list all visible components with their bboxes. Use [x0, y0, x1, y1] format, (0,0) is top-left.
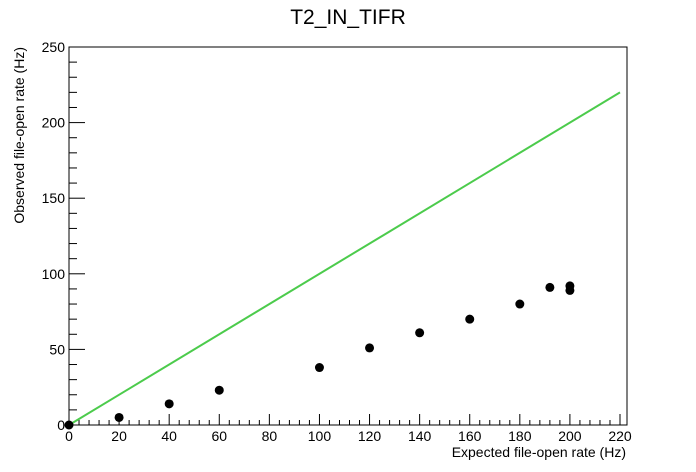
y-axis-tick-labels: 0 50 100 150 200 250	[42, 39, 66, 433]
x-tick-label: 180	[508, 428, 532, 444]
x-tick-label: 220	[608, 428, 632, 444]
data-point	[314, 363, 324, 373]
plot-frame	[68, 46, 628, 426]
data-point	[114, 412, 124, 422]
data-point	[415, 328, 425, 338]
data-point	[64, 420, 74, 430]
x-tick-label: 120	[358, 428, 382, 444]
data-point	[164, 399, 174, 409]
y-tick-label: 250	[42, 39, 66, 55]
y-tick-label: 100	[42, 266, 66, 282]
x-axis-ticks	[68, 414, 621, 425]
data-point	[214, 385, 224, 395]
y-tick-label: 150	[42, 190, 66, 206]
x-tick-label: 40	[161, 428, 177, 444]
x-axis-tick-labels: 0 20 40 60 80 100 120 140 160 180 200 220	[65, 428, 632, 444]
x-axis-title: Expected file-open rate (Hz)	[452, 444, 626, 460]
data-point	[365, 343, 375, 353]
x-tick-label: 100	[308, 428, 332, 444]
x-tick-label: 60	[211, 428, 227, 444]
x-tick-label: 20	[111, 428, 127, 444]
y-tick-label: 0	[57, 417, 65, 433]
x-tick-label: 160	[458, 428, 482, 444]
data-point	[545, 282, 555, 292]
x-tick-label: 200	[558, 428, 582, 444]
y-axis-ticks	[69, 46, 85, 426]
y-axis-title: Observed file-open rate (Hz)	[11, 47, 27, 224]
x-tick-label: 0	[65, 428, 73, 444]
series-layer	[64, 91, 621, 430]
x-tick-label: 140	[408, 428, 432, 444]
reference-line	[68, 91, 621, 426]
chart-title: T2_IN_TIFR	[290, 6, 406, 29]
data-point	[465, 314, 475, 324]
y-tick-label: 50	[49, 341, 65, 357]
data-point	[565, 285, 575, 295]
x-tick-label: 80	[262, 428, 278, 444]
y-tick-label: 200	[42, 115, 66, 131]
data-point	[515, 299, 525, 309]
